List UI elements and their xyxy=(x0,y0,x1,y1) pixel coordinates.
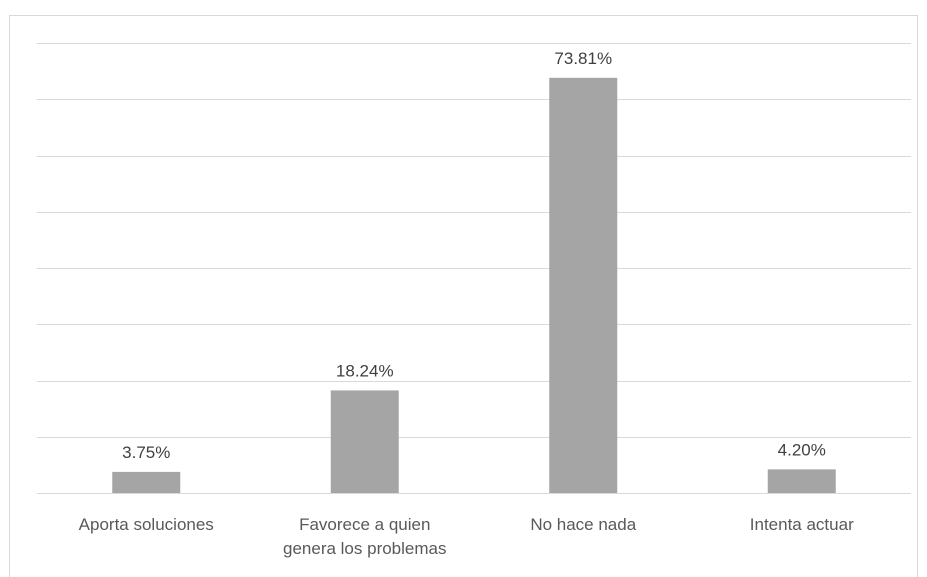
chart-frame xyxy=(9,15,918,577)
category-label-line: No hace nada xyxy=(530,515,636,534)
data-label: 3.75% xyxy=(122,443,170,462)
bars xyxy=(112,77,836,493)
category-label: Intenta actuar xyxy=(750,515,854,534)
bar xyxy=(549,77,618,493)
category-labels: Aporta soluciones Favorece a quien genera … xyxy=(79,515,854,558)
bar xyxy=(112,471,181,493)
bar xyxy=(330,390,399,493)
data-label: 73.81% xyxy=(554,49,612,68)
category-label-line: Intenta actuar xyxy=(750,515,854,534)
category-label-line: Favorece a quien xyxy=(299,515,430,534)
bar xyxy=(767,469,836,493)
category-label: No hace nada xyxy=(530,515,636,534)
gridlines xyxy=(37,43,911,494)
data-labels: 3.75% 18.24% 73.81% 4.20% xyxy=(122,49,826,462)
category-label-line: Aporta soluciones xyxy=(79,515,214,534)
category-label: Favorece a quien genera los problemas xyxy=(283,515,446,558)
data-label: 18.24% xyxy=(336,361,394,380)
data-label: 4.20% xyxy=(778,440,826,459)
category-label-line: genera los problemas xyxy=(283,539,446,558)
category-label: Aporta soluciones xyxy=(79,515,214,534)
